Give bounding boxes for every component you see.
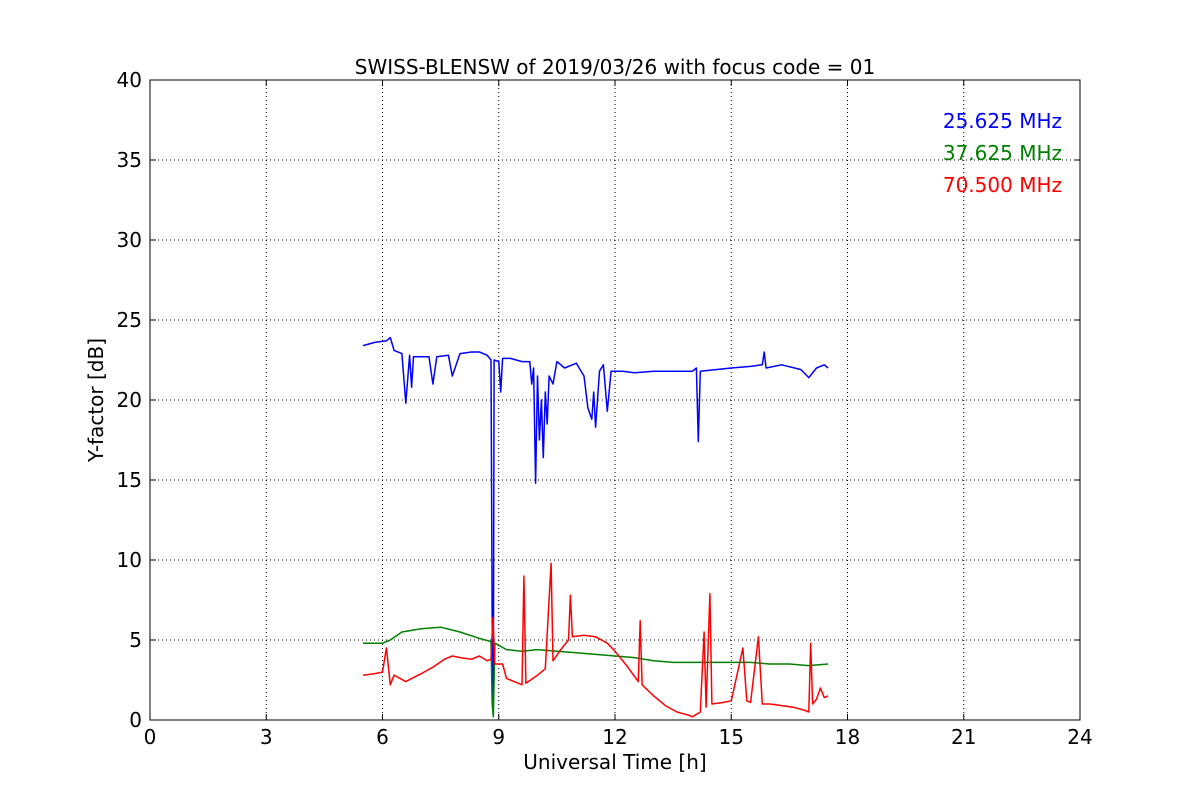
x-axis-label: Universal Time [h] [523, 750, 706, 774]
x-tick-label: 21 [951, 725, 976, 749]
series-layer [362, 336, 829, 718]
y-tick-label: 15 [117, 468, 142, 492]
legend-entry-2: 37.625 MHz [943, 141, 1062, 165]
series-line-3 [362, 562, 829, 718]
x-tick-label: 3 [260, 725, 273, 749]
y-tick-label: 40 [117, 68, 142, 92]
x-tick-label: 0 [144, 725, 157, 749]
x-tick-label: 18 [835, 725, 860, 749]
x-tick-label: 12 [602, 725, 627, 749]
y-tick-label: 30 [117, 228, 142, 252]
grid [150, 80, 1080, 720]
legend-entry-3: 70.500 MHz [943, 173, 1062, 197]
legend: 25.625 MHz 37.625 MHz 70.500 MHz [943, 109, 1062, 197]
x-tick-label: 24 [1067, 725, 1092, 749]
y-tick-label: 5 [129, 628, 142, 652]
series-line-1 [362, 336, 829, 716]
legend-entry-1: 25.625 MHz [943, 109, 1062, 133]
y-tick-label: 35 [117, 148, 142, 172]
ticks: 0 3 6 9 12 15 18 21 24 0 5 10 15 20 25 30 35 40 [117, 68, 1093, 749]
y-tick-label: 10 [117, 548, 142, 572]
y-tick-label: 25 [117, 308, 142, 332]
chart-title: SWISS-BLENSW of 2019/03/26 with focus co… [355, 55, 876, 79]
y-axis-label: Y-factor [dB] [84, 338, 108, 463]
x-tick-label: 9 [492, 725, 505, 749]
y-tick-label: 0 [129, 708, 142, 732]
x-tick-label: 6 [376, 725, 389, 749]
series-line-2 [363, 626, 829, 718]
x-tick-label: 15 [719, 725, 744, 749]
y-tick-label: 20 [117, 388, 142, 412]
